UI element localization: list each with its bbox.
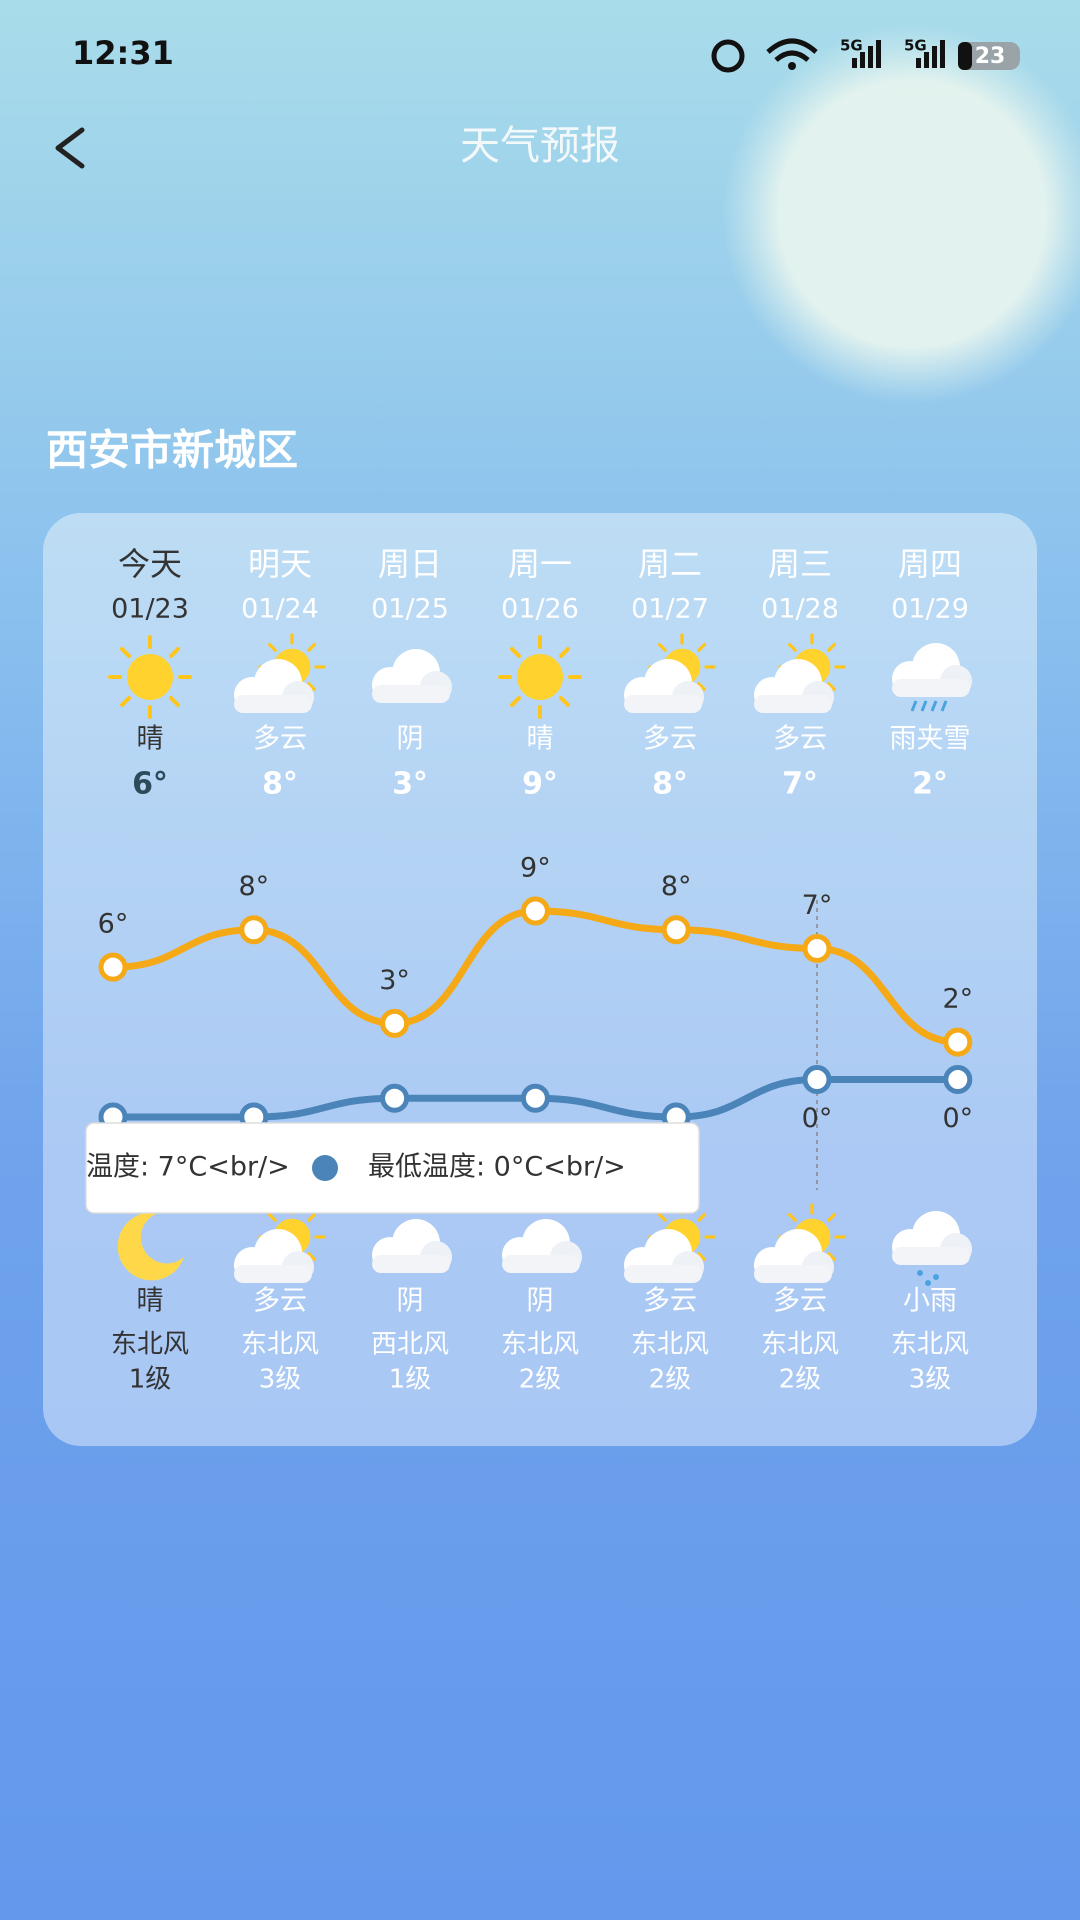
day-date: 01/25 bbox=[371, 594, 449, 625]
day-label: 今天 bbox=[118, 545, 182, 583]
day-temp: 9° bbox=[522, 767, 558, 802]
day-label: 周四 bbox=[898, 545, 962, 583]
temp-point bbox=[802, 1065, 832, 1095]
temp-point bbox=[520, 1083, 550, 1113]
night-weather: 阴 bbox=[527, 1286, 554, 1317]
day-weather: 多云 bbox=[643, 724, 697, 755]
day-label: 周三 bbox=[768, 545, 832, 583]
temperature-chart: 6° 8° 3° 9° 8° 7° 2° 0° 0° 温度: 7°C<br/> 最低温度: 0°C<… bbox=[85, 853, 973, 1214]
day-temp: 3° bbox=[392, 767, 428, 802]
temp-point bbox=[380, 1083, 410, 1113]
wind-level: 1级 bbox=[129, 1365, 172, 1395]
tooltip-text: 最低温度: 0°C<br/> bbox=[368, 1152, 626, 1183]
wind-direction: 东北风 bbox=[761, 1330, 839, 1360]
temp-label: 8° bbox=[661, 871, 692, 902]
night-weather: 小雨 bbox=[903, 1286, 957, 1317]
temp-label: 0° bbox=[942, 1103, 973, 1134]
temp-label: 7° bbox=[802, 890, 833, 921]
location: 西安市新城区 bbox=[46, 426, 298, 475]
status-time: 12:31 bbox=[72, 34, 174, 72]
status-icons: 5G 5G 23 bbox=[711, 37, 1020, 73]
wind-level: 3级 bbox=[909, 1365, 952, 1395]
page-title: 天气预报 bbox=[460, 123, 620, 169]
night-weather: 多云 bbox=[773, 1286, 827, 1317]
day-date: 01/26 bbox=[501, 594, 579, 625]
tooltip-dot bbox=[312, 1155, 338, 1181]
temp-point bbox=[380, 1008, 410, 1038]
day-weather: 多云 bbox=[773, 724, 827, 755]
day-temp: 8° bbox=[262, 767, 298, 802]
wind-direction: 东北风 bbox=[891, 1330, 969, 1360]
temp-point bbox=[943, 1027, 973, 1057]
wind-direction: 西北风 bbox=[371, 1330, 449, 1360]
wind-direction: 东北风 bbox=[631, 1330, 709, 1360]
temp-label: 9° bbox=[520, 853, 551, 884]
day-date: 01/23 bbox=[111, 594, 189, 625]
temp-label: 6° bbox=[98, 909, 129, 940]
day-temp: 6° bbox=[132, 767, 168, 802]
wind-level: 2级 bbox=[519, 1365, 562, 1395]
tooltip-box bbox=[85, 1122, 700, 1214]
temp-label: 0° bbox=[802, 1103, 833, 1134]
battery-level: 23 bbox=[975, 44, 1006, 69]
network-label: 5G bbox=[840, 37, 863, 55]
tooltip: 温度: 7°C<br/> 最低温度: 0°C<br/> bbox=[85, 1122, 700, 1214]
day-label: 明天 bbox=[248, 545, 312, 583]
wind-level: 2级 bbox=[779, 1365, 822, 1395]
night-weather: 晴 bbox=[137, 1286, 164, 1317]
day-weather: 晴 bbox=[527, 724, 554, 755]
wind-level: 2级 bbox=[649, 1365, 692, 1395]
day-date: 01/27 bbox=[631, 594, 709, 625]
night-weather: 阴 bbox=[397, 1286, 424, 1317]
day-temp: 8° bbox=[652, 767, 688, 802]
wind-direction: 东北风 bbox=[241, 1330, 319, 1360]
temp-point bbox=[802, 933, 832, 963]
wind-direction: 东北风 bbox=[111, 1330, 189, 1360]
temp-point bbox=[943, 1065, 973, 1095]
day-weather: 晴 bbox=[137, 724, 164, 755]
wind-level: 3级 bbox=[259, 1365, 302, 1395]
day-label: 周日 bbox=[378, 545, 442, 583]
day-date: 01/28 bbox=[761, 594, 839, 625]
temp-point bbox=[520, 896, 550, 926]
day-weather: 多云 bbox=[253, 724, 307, 755]
temp-point bbox=[98, 952, 128, 982]
day-label: 周二 bbox=[638, 545, 702, 583]
day-temp: 2° bbox=[912, 767, 948, 802]
day-temp: 7° bbox=[782, 767, 818, 802]
temp-point bbox=[239, 915, 269, 945]
tooltip-text: 温度: 7°C<br/> bbox=[86, 1152, 290, 1183]
day-date: 01/29 bbox=[891, 594, 969, 625]
wind-level: 1级 bbox=[389, 1365, 432, 1395]
temp-label: 8° bbox=[238, 871, 269, 902]
back-button[interactable] bbox=[55, 127, 85, 169]
day-weather: 雨夹雪 bbox=[890, 724, 971, 755]
moon-decoration bbox=[722, 24, 1080, 404]
day-label: 周一 bbox=[508, 545, 572, 583]
temp-label: 2° bbox=[942, 984, 973, 1015]
network-label: 5G bbox=[904, 37, 927, 55]
wind-direction: 东北风 bbox=[501, 1330, 579, 1360]
temp-point bbox=[661, 915, 691, 945]
day-date: 01/24 bbox=[241, 594, 319, 625]
temp-label: 3° bbox=[379, 965, 410, 996]
tooltip-content: 温度: 7°C<br/> 最低温度: 0°C<br/> bbox=[86, 1152, 626, 1183]
day-weather: 阴 bbox=[397, 724, 424, 755]
night-weather: 多云 bbox=[643, 1286, 697, 1317]
night-weather: 多云 bbox=[253, 1286, 307, 1317]
